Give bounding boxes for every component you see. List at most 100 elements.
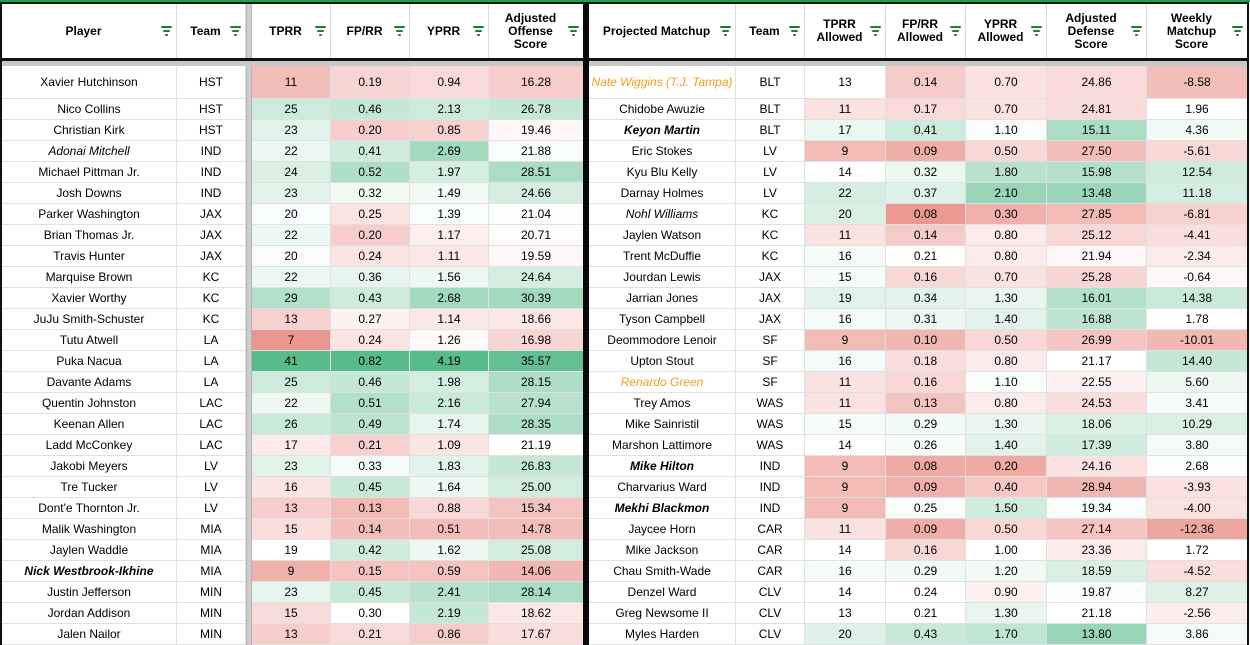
stat-cell[interactable]: 0.25 xyxy=(331,204,410,225)
stat-cell[interactable]: -0.64 xyxy=(1147,267,1247,288)
team-cell[interactable]: JAX xyxy=(736,267,805,288)
team-cell[interactable]: IND xyxy=(177,183,246,204)
player-cell[interactable]: Mike Sainristil xyxy=(589,414,736,435)
stat-cell[interactable]: 30.39 xyxy=(489,288,583,309)
stat-cell[interactable]: 1.50 xyxy=(966,498,1047,519)
stat-cell[interactable]: 15 xyxy=(252,519,331,540)
stat-cell[interactable]: 0.32 xyxy=(886,162,966,183)
stat-cell[interactable]: 13.80 xyxy=(1047,624,1147,645)
stat-cell[interactable]: 1.39 xyxy=(410,204,489,225)
filter-icon[interactable] xyxy=(720,26,731,36)
stat-cell[interactable]: 1.83 xyxy=(410,456,489,477)
stat-cell[interactable]: 0.16 xyxy=(886,372,966,393)
stat-cell[interactable]: 4.36 xyxy=(1147,120,1247,141)
stat-cell[interactable]: 25 xyxy=(252,372,331,393)
stat-cell[interactable]: 19.34 xyxy=(1047,498,1147,519)
stat-cell[interactable]: 12.54 xyxy=(1147,162,1247,183)
stat-cell[interactable]: 0.14 xyxy=(886,225,966,246)
stat-cell[interactable]: 8.27 xyxy=(1147,582,1247,603)
stat-cell[interactable]: 19.59 xyxy=(489,246,583,267)
player-cell[interactable]: Trent McDuffie xyxy=(589,246,736,267)
stat-cell[interactable]: 24.16 xyxy=(1047,456,1147,477)
stat-cell[interactable]: 0.86 xyxy=(410,624,489,645)
player-cell[interactable]: Keyon Martin xyxy=(589,120,736,141)
team-cell[interactable]: MIA xyxy=(177,561,246,582)
stat-cell[interactable]: 0.59 xyxy=(410,561,489,582)
player-cell[interactable]: Denzel Ward xyxy=(589,582,736,603)
stat-cell[interactable]: 19 xyxy=(805,288,886,309)
stat-cell[interactable]: 2.68 xyxy=(410,288,489,309)
stat-cell[interactable]: 14.06 xyxy=(489,561,583,582)
filter-icon[interactable] xyxy=(161,26,172,36)
stat-cell[interactable]: 16 xyxy=(805,351,886,372)
filter-icon[interactable] xyxy=(473,26,484,36)
stat-cell[interactable]: 1.30 xyxy=(966,603,1047,624)
stat-cell[interactable]: 1.49 xyxy=(410,183,489,204)
stat-cell[interactable]: 16 xyxy=(805,246,886,267)
stat-cell[interactable]: 5.60 xyxy=(1147,372,1247,393)
player-cell[interactable]: Mike Jackson xyxy=(589,540,736,561)
column-header[interactable]: Projected Matchup xyxy=(589,4,736,58)
stat-cell[interactable]: 15 xyxy=(805,267,886,288)
stat-cell[interactable]: 0.20 xyxy=(331,120,410,141)
stat-cell[interactable]: 0.33 xyxy=(331,456,410,477)
stat-cell[interactable]: 0.10 xyxy=(886,330,966,351)
stat-cell[interactable]: 25.28 xyxy=(1047,267,1147,288)
stat-cell[interactable]: 0.94 xyxy=(410,66,489,99)
stat-cell[interactable]: 0.50 xyxy=(966,330,1047,351)
stat-cell[interactable]: 1.62 xyxy=(410,540,489,561)
player-cell[interactable]: Nate Wiggins (T.J. Tampa) xyxy=(589,66,736,99)
stat-cell[interactable]: 25 xyxy=(252,99,331,120)
stat-cell[interactable]: 0.29 xyxy=(886,561,966,582)
stat-cell[interactable]: 19.46 xyxy=(489,120,583,141)
stat-cell[interactable]: 3.41 xyxy=(1147,393,1247,414)
stat-cell[interactable]: 23 xyxy=(252,456,331,477)
player-cell[interactable]: Puka Nacua xyxy=(2,351,177,372)
team-cell[interactable]: CAR xyxy=(736,561,805,582)
stat-cell[interactable]: 0.88 xyxy=(410,498,489,519)
stat-cell[interactable]: 2.10 xyxy=(966,183,1047,204)
stat-cell[interactable]: 21.88 xyxy=(489,141,583,162)
stat-cell[interactable]: 0.31 xyxy=(886,309,966,330)
player-cell[interactable]: Renardo Green xyxy=(589,372,736,393)
stat-cell[interactable]: 23 xyxy=(252,183,331,204)
stat-cell[interactable]: 14.40 xyxy=(1147,351,1247,372)
stat-cell[interactable]: 22 xyxy=(252,141,331,162)
player-cell[interactable]: JuJu Smith-Schuster xyxy=(2,309,177,330)
stat-cell[interactable]: 1.09 xyxy=(410,435,489,456)
stat-cell[interactable]: 0.80 xyxy=(966,351,1047,372)
player-cell[interactable]: Deommodore Lenoir xyxy=(589,330,736,351)
stat-cell[interactable]: 16 xyxy=(252,477,331,498)
stat-cell[interactable]: 1.11 xyxy=(410,246,489,267)
stat-cell[interactable]: 18.06 xyxy=(1047,414,1147,435)
stat-cell[interactable]: 0.09 xyxy=(886,519,966,540)
team-cell[interactable]: WAS xyxy=(736,414,805,435)
player-cell[interactable]: Charvarius Ward xyxy=(589,477,736,498)
stat-cell[interactable]: 0.14 xyxy=(886,66,966,99)
stat-cell[interactable]: 17 xyxy=(805,120,886,141)
stat-cell[interactable]: 1.17 xyxy=(410,225,489,246)
player-cell[interactable]: Tyson Campbell xyxy=(589,309,736,330)
stat-cell[interactable]: 0.45 xyxy=(331,477,410,498)
player-cell[interactable]: Marquise Brown xyxy=(2,267,177,288)
filter-icon[interactable] xyxy=(1232,26,1243,36)
stat-cell[interactable]: 0.08 xyxy=(886,456,966,477)
stat-cell[interactable]: 0.80 xyxy=(966,393,1047,414)
player-cell[interactable]: Darnay Holmes xyxy=(589,183,736,204)
player-cell[interactable]: Justin Jefferson xyxy=(2,582,177,603)
stat-cell[interactable]: 1.40 xyxy=(966,435,1047,456)
stat-cell[interactable]: 24.81 xyxy=(1047,99,1147,120)
player-cell[interactable]: Josh Downs xyxy=(2,183,177,204)
team-cell[interactable]: WAS xyxy=(736,435,805,456)
filter-icon[interactable] xyxy=(870,26,881,36)
stat-cell[interactable]: 20 xyxy=(252,246,331,267)
stat-cell[interactable]: 0.40 xyxy=(966,477,1047,498)
stat-cell[interactable]: 15.11 xyxy=(1047,120,1147,141)
team-cell[interactable]: HST xyxy=(177,99,246,120)
player-cell[interactable]: Eric Stokes xyxy=(589,141,736,162)
stat-cell[interactable]: 0.50 xyxy=(966,519,1047,540)
team-cell[interactable]: KC xyxy=(177,309,246,330)
stat-cell[interactable]: 10.29 xyxy=(1147,414,1247,435)
team-cell[interactable]: CLV xyxy=(736,624,805,645)
stat-cell[interactable]: 16.28 xyxy=(489,66,583,99)
